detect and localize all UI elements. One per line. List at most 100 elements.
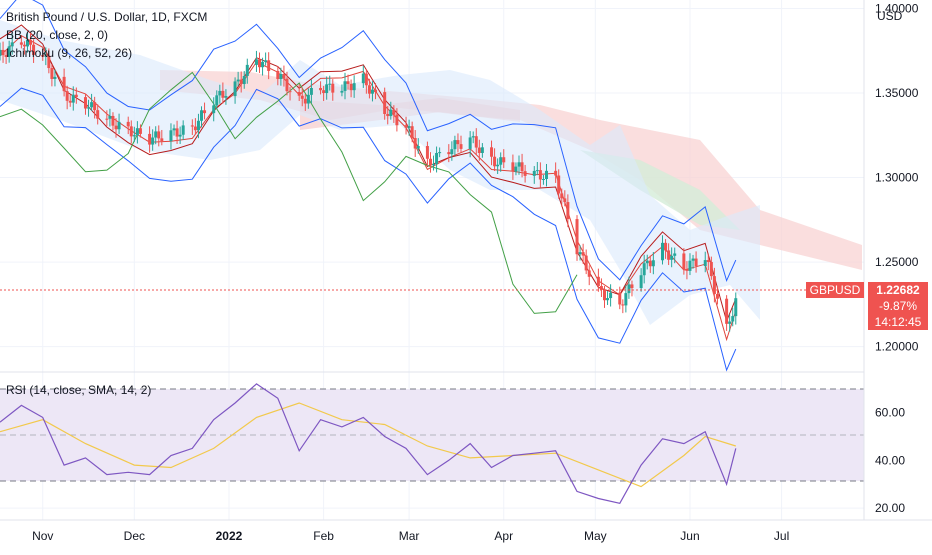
candle	[389, 101, 393, 120]
candle-body	[648, 260, 652, 267]
symbol-title[interactable]: British Pound / U.S. Dollar, 1D, FXCM	[6, 10, 208, 24]
candle	[578, 245, 582, 261]
candle-body	[221, 90, 225, 98]
candle	[490, 140, 494, 166]
time-tick-label: Nov	[32, 529, 53, 543]
candle	[673, 247, 677, 264]
time-tick-label: Dec	[124, 529, 145, 543]
candle	[584, 249, 588, 275]
candle	[172, 124, 176, 136]
candle-body	[44, 55, 48, 57]
candle-body	[178, 134, 182, 137]
candle	[126, 116, 130, 135]
candle	[563, 190, 567, 207]
candle-body	[428, 158, 432, 166]
candle-body	[514, 166, 518, 172]
candle	[432, 155, 436, 171]
candle	[685, 261, 689, 280]
candle	[282, 65, 286, 87]
candle-body	[502, 157, 506, 163]
bollinger-legend[interactable]: BB (20, close, 2, 0)	[6, 28, 109, 42]
candle	[319, 81, 323, 95]
candle	[306, 88, 310, 109]
candle-body	[151, 137, 155, 145]
candle-body	[435, 152, 439, 165]
candle	[361, 65, 365, 88]
candle-body	[53, 76, 57, 79]
candle	[148, 126, 152, 153]
candle-body	[728, 321, 732, 324]
candle-body	[480, 147, 484, 153]
rsi-axis[interactable]: 20.00 40.00 60.00	[875, 406, 905, 515]
candle-body	[645, 260, 649, 264]
candle-body	[10, 42, 14, 47]
candle	[245, 58, 249, 84]
candle	[7, 40, 11, 63]
time-tick-label: Jul	[774, 529, 789, 543]
price-axis[interactable]: 1.20000 1.25000 1.30000 1.35000 1.40000	[875, 1, 919, 353]
candle	[468, 131, 472, 158]
candle-body	[279, 74, 283, 80]
candle	[343, 72, 347, 100]
price-candles[interactable]	[0, 31, 738, 332]
candle	[425, 141, 429, 167]
candle	[239, 71, 243, 93]
candle	[258, 52, 262, 73]
candle	[264, 52, 268, 66]
candle	[703, 251, 707, 273]
candle-body	[62, 76, 66, 92]
rsi-legend[interactable]: RSI (14, close, SMA, 14, 2)	[6, 383, 152, 397]
candle-body	[135, 128, 139, 136]
candle	[279, 67, 283, 86]
candle	[175, 120, 179, 144]
candle	[236, 71, 240, 87]
candle	[129, 120, 133, 144]
candle-body	[331, 83, 335, 93]
candle	[471, 131, 475, 144]
rsi-line	[0, 383, 737, 504]
time-axis[interactable]: Nov Dec 2022 Feb Mar Apr May Jun Jul	[32, 529, 789, 543]
candle-body	[203, 110, 207, 114]
candle	[1, 41, 5, 63]
time-tick-label: Jun	[680, 529, 699, 543]
candle-body	[352, 83, 356, 91]
candle-body	[218, 90, 222, 96]
candle	[538, 162, 542, 188]
candle	[190, 119, 194, 135]
candle	[514, 162, 518, 176]
candle-body	[606, 298, 610, 301]
candle-body	[557, 175, 561, 194]
candle	[544, 163, 548, 187]
candle-body	[374, 89, 378, 93]
candle	[25, 32, 29, 53]
candle-body	[105, 118, 109, 120]
candle	[50, 64, 54, 87]
candle-body	[285, 78, 289, 92]
candle-body	[19, 42, 23, 45]
candle-body	[496, 164, 500, 167]
candle-body	[560, 193, 564, 199]
candle-body	[493, 156, 497, 167]
candle-body	[132, 135, 136, 137]
candle	[367, 78, 371, 99]
candle	[218, 84, 222, 104]
candle	[303, 94, 307, 111]
candle-body	[175, 128, 179, 137]
candle	[71, 86, 75, 111]
candle	[618, 286, 622, 310]
ichimoku-legend[interactable]: Ichimoku (9, 26, 52, 26)	[6, 46, 133, 60]
candle	[709, 256, 713, 280]
candle-body	[490, 147, 494, 157]
candle-body	[325, 84, 329, 94]
candle-body	[624, 293, 628, 306]
candle	[224, 89, 228, 105]
candle	[624, 284, 628, 313]
candle	[53, 69, 57, 87]
candle-body	[25, 39, 29, 47]
candle	[215, 90, 219, 110]
candle-body	[87, 107, 91, 109]
rsi-tick-label: 20.00	[875, 501, 905, 515]
candle-body	[471, 136, 475, 138]
